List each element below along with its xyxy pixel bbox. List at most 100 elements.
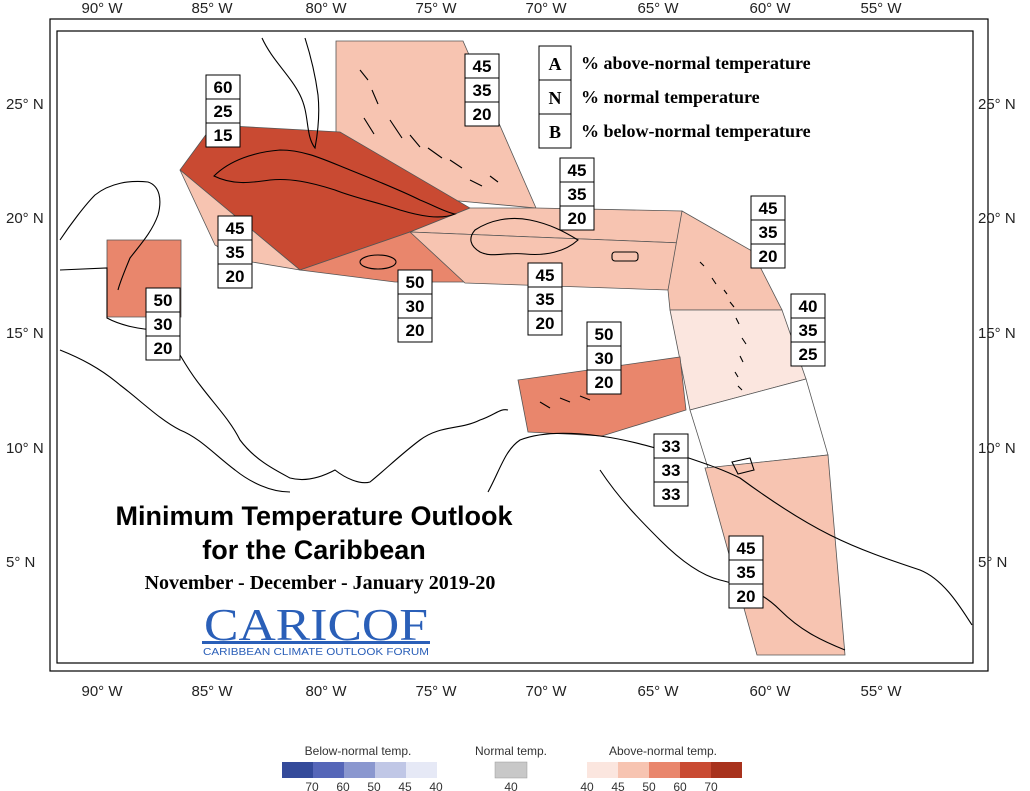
above-value: 40 xyxy=(799,297,818,316)
title-block: Minimum Temperature Outlook for the Cari… xyxy=(60,493,513,659)
colorbar-swatch xyxy=(587,762,618,778)
normal-value: 35 xyxy=(568,185,587,204)
colorbar-below-swatches xyxy=(282,762,437,778)
above-value: 45 xyxy=(473,57,492,76)
below-value: 20 xyxy=(154,339,173,358)
lat-label: 25° N xyxy=(6,96,44,113)
title-line3: November - December - January 2019-20 xyxy=(145,572,496,594)
lat-label: 10° N xyxy=(6,440,44,457)
below-value: 20 xyxy=(473,105,492,124)
below-value: 20 xyxy=(226,267,245,286)
south-america-coast xyxy=(487,432,973,626)
logo-subtitle: CARIBBEAN CLIMATE OUTLOOK FORUM xyxy=(203,646,429,658)
lon-label: 60° W xyxy=(749,683,791,700)
legend-box-n xyxy=(538,79,572,115)
box-above xyxy=(750,195,786,221)
below-value: 20 xyxy=(536,314,555,333)
box-leeward: 45 35 20 xyxy=(750,195,786,269)
box-trinidad: 33 33 33 xyxy=(653,433,689,507)
normal-value: 30 xyxy=(595,349,614,368)
box-below xyxy=(728,583,764,609)
normal-value: 35 xyxy=(536,290,555,309)
pacific-coast xyxy=(59,349,291,493)
lon-label: 55° W xyxy=(860,0,902,17)
box-abc: 50 30 20 xyxy=(586,321,622,395)
colorbar-swatch xyxy=(313,762,344,778)
lat-label: 10° N xyxy=(978,440,1016,457)
box-below xyxy=(217,263,253,289)
below-value: 20 xyxy=(759,247,778,266)
cb-above-label: 60 xyxy=(673,780,687,791)
legend-text-n: % normal temperature xyxy=(581,87,760,107)
cb-above-label: 40 xyxy=(580,780,594,791)
box-below xyxy=(205,122,241,148)
cb-below-label: 50 xyxy=(367,780,381,791)
box-below xyxy=(397,317,433,343)
colorbar: Below-normal temp. Normal temp. Above-no… xyxy=(282,744,742,791)
lat-label: 20° N xyxy=(978,210,1016,227)
title-line2: for the Caribbean xyxy=(202,535,426,565)
interior-borders xyxy=(599,469,846,651)
normal-value: 35 xyxy=(473,81,492,100)
title-background xyxy=(60,493,500,659)
lon-label: 90° W xyxy=(81,0,123,17)
cuba-coast xyxy=(213,149,457,218)
above-value: 45 xyxy=(536,266,555,285)
caricof-logo: CARICOF CARIBBEAN CLIMATE OUTLOOK FORUM xyxy=(202,599,430,658)
trinidad-coast xyxy=(731,457,755,475)
cb-above-label: 70 xyxy=(704,780,718,791)
lon-label: 80° W xyxy=(305,0,347,17)
box-normal xyxy=(464,77,500,103)
box-above xyxy=(397,269,433,295)
box-below xyxy=(559,205,595,231)
lesser-antilles xyxy=(699,261,747,391)
lon-label: 75° W xyxy=(415,683,457,700)
box-turks: 45 35 20 xyxy=(559,157,595,231)
box-windward: 40 35 25 xyxy=(790,293,826,367)
cb-below-label: 60 xyxy=(336,780,350,791)
above-value: 50 xyxy=(406,273,425,292)
colorbar-below-title: Below-normal temp. xyxy=(305,744,412,758)
lon-label: 75° W xyxy=(415,0,457,17)
box-above xyxy=(145,287,181,313)
box-guianas: 45 35 20 xyxy=(728,535,764,609)
cb-above-label: 45 xyxy=(611,780,625,791)
lon-label: 85° W xyxy=(191,0,233,17)
hispaniola-coast xyxy=(470,217,579,256)
legend-box-a xyxy=(538,45,572,81)
lat-label: 25° N xyxy=(978,96,1016,113)
normal-value: 25 xyxy=(214,102,233,121)
box-normal xyxy=(527,286,563,312)
jamaica-coast xyxy=(359,254,397,270)
above-value: 45 xyxy=(568,161,587,180)
legend-letter-b: B xyxy=(549,122,561,142)
lon-label: 90° W xyxy=(81,683,123,700)
lat-label: 15° N xyxy=(978,325,1016,342)
box-below xyxy=(586,369,622,395)
box-normal xyxy=(217,239,253,265)
legend-text-b: % below-normal temperature xyxy=(581,121,811,141)
above-value: 33 xyxy=(662,437,681,456)
region-abc xyxy=(517,356,687,437)
lon-label: 85° W xyxy=(191,683,233,700)
colorbar-swatch xyxy=(618,762,649,778)
colorbar-swatch xyxy=(375,762,406,778)
box-above xyxy=(586,321,622,347)
box-normal xyxy=(145,311,181,337)
normal-value: 35 xyxy=(799,321,818,340)
normal-value: 30 xyxy=(154,315,173,334)
box-normal xyxy=(790,317,826,343)
category-legend: A % above-normal temperature N % normal … xyxy=(538,45,811,149)
cb-below-label: 40 xyxy=(429,780,443,791)
colorbar-normal-title: Normal temp. xyxy=(475,744,547,758)
legend-box-b xyxy=(538,113,572,149)
lat-label: 20° N xyxy=(6,210,44,227)
box-above xyxy=(217,215,253,241)
legend-letter-a: A xyxy=(549,54,562,74)
box-above xyxy=(559,157,595,183)
box-bahamas: 45 35 20 xyxy=(464,53,500,127)
puerto-rico-coast xyxy=(611,251,639,262)
logo-underline xyxy=(202,641,430,644)
above-value: 60 xyxy=(214,78,233,97)
